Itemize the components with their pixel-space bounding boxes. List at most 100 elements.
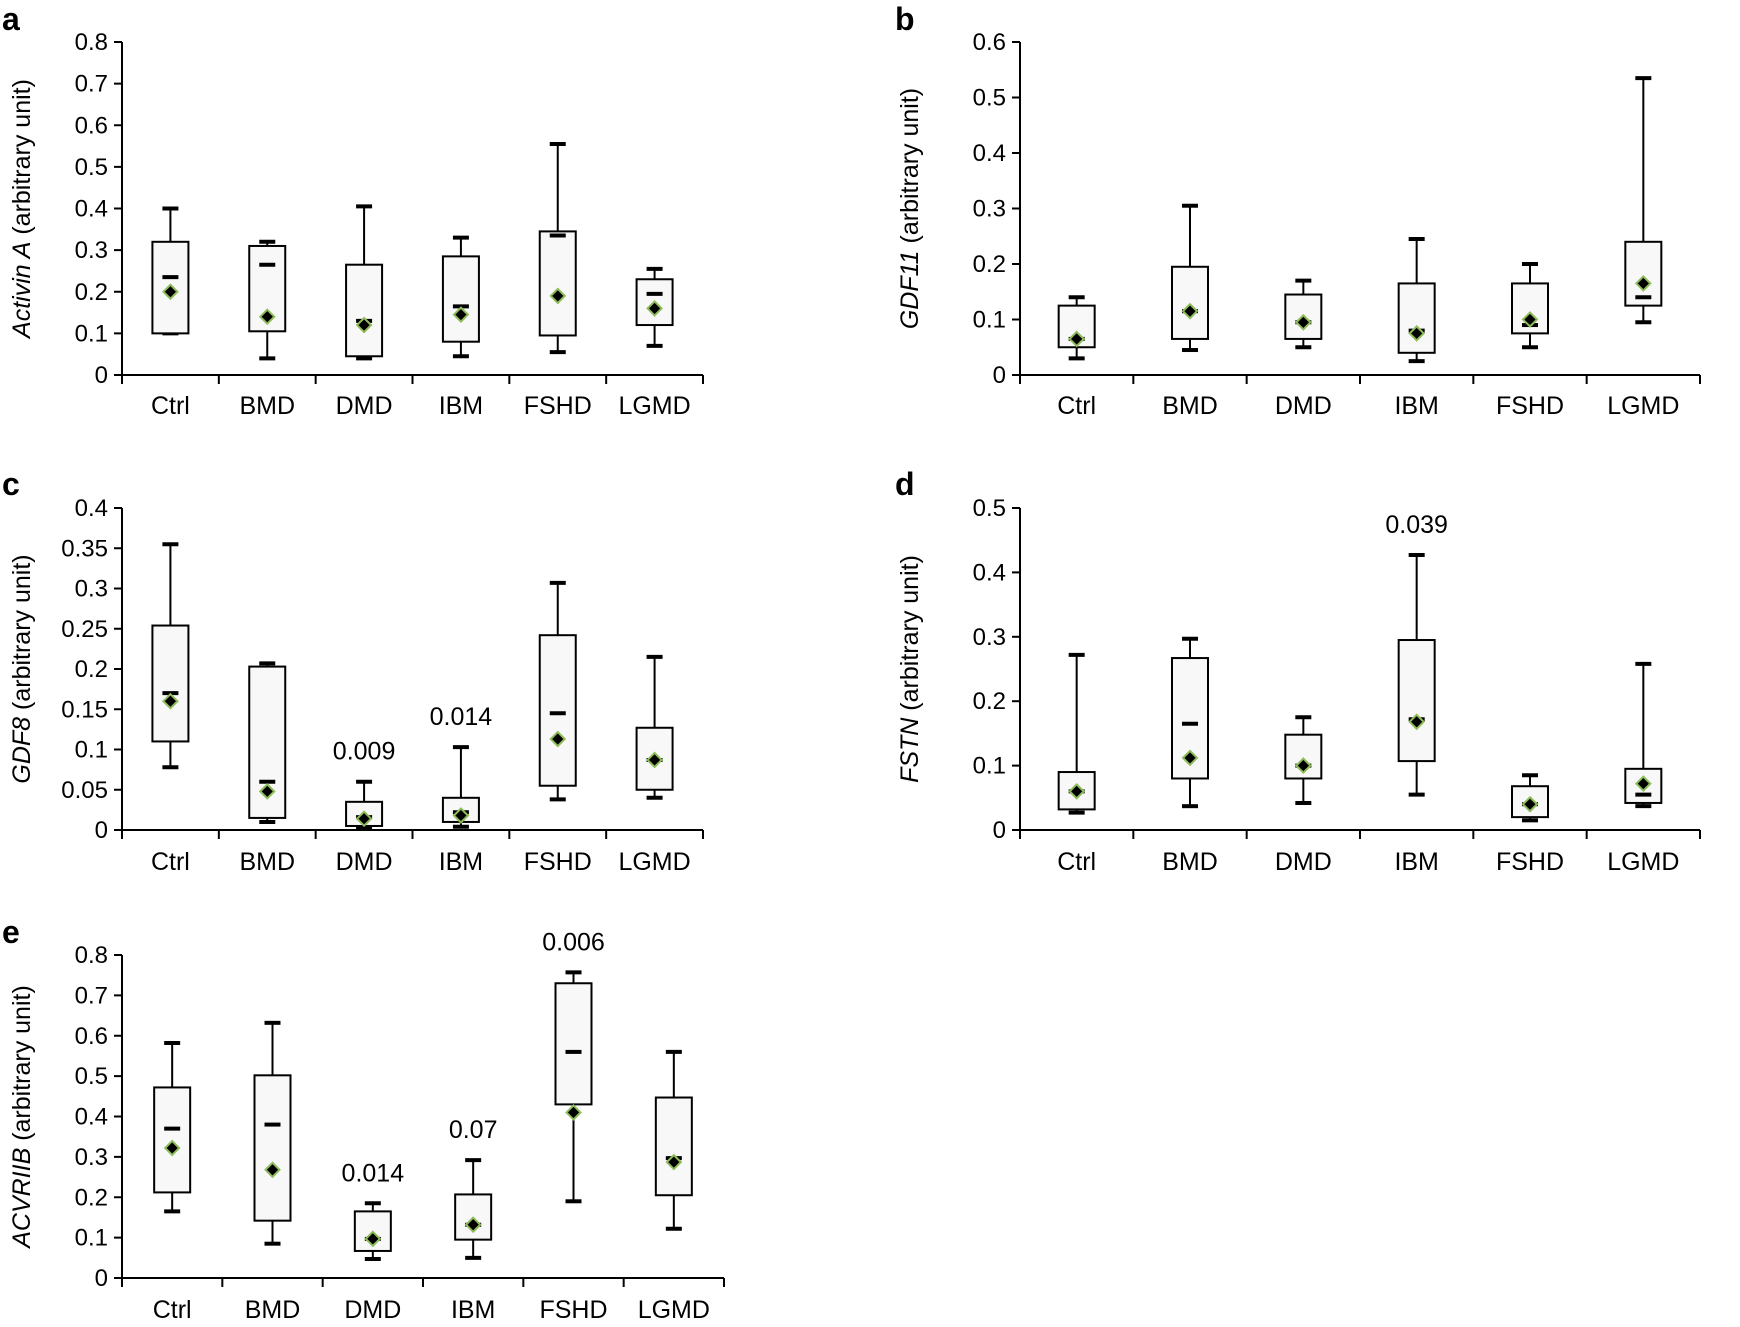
iqr-box bbox=[538, 230, 577, 337]
category-label: DMD bbox=[336, 848, 393, 876]
mean-marker bbox=[464, 1216, 482, 1234]
box-BMD bbox=[248, 661, 287, 824]
y-tick-label: 0.6 bbox=[75, 1023, 108, 1050]
y-tick-label: 0.4 bbox=[75, 495, 108, 522]
box-FSHD bbox=[538, 141, 577, 355]
y-tick-label: 0.35 bbox=[61, 535, 108, 562]
box-FSHD bbox=[538, 580, 577, 802]
y-axis-label: GDF11 (arbitrary unit) bbox=[896, 88, 924, 329]
y-axis-label: ACVRIIB (arbitrary unit) bbox=[8, 985, 36, 1250]
category-label: BMD bbox=[1162, 848, 1218, 876]
mean-marker bbox=[1068, 330, 1086, 348]
category-label: Ctrl bbox=[151, 848, 190, 876]
box-Ctrl bbox=[153, 1041, 192, 1214]
y-tick-label: 0 bbox=[95, 362, 108, 389]
y-tick-label: 0.3 bbox=[75, 237, 108, 264]
y-tick-label: 0 bbox=[95, 817, 108, 844]
box-FSHD bbox=[1511, 773, 1549, 823]
category-label: BMD bbox=[245, 1296, 301, 1324]
panel-letter: a bbox=[2, 1, 20, 37]
mean-marker bbox=[1634, 775, 1652, 793]
y-axis-gene-name: ACVRIIB bbox=[8, 1148, 36, 1250]
box-DMD bbox=[1284, 278, 1323, 350]
box-LGMD bbox=[635, 266, 674, 348]
category-label: LGMD bbox=[638, 1296, 710, 1324]
box-DMD bbox=[345, 779, 384, 831]
mean-marker bbox=[364, 1230, 382, 1248]
mean-marker bbox=[162, 692, 179, 710]
box-LGMD bbox=[635, 654, 674, 800]
category-label: BMD bbox=[1162, 392, 1218, 420]
y-axis-label: Activin A (arbitrary unit) bbox=[8, 79, 36, 340]
y-tick-label: 0.25 bbox=[61, 616, 108, 643]
category-label: LGMD bbox=[1607, 848, 1679, 876]
iqr-box bbox=[1397, 639, 1436, 763]
y-axis-unit: (arbitrary unit) bbox=[8, 985, 36, 1148]
iqr-box bbox=[554, 982, 593, 1106]
y-tick-label: 0.1 bbox=[973, 307, 1006, 334]
y-tick-label: 0 bbox=[95, 1265, 108, 1292]
mean-marker bbox=[646, 299, 663, 317]
y-tick-label: 0.05 bbox=[61, 777, 108, 804]
p-value-annotation: 0.014 bbox=[342, 1159, 405, 1187]
category-label: IBM bbox=[439, 848, 483, 876]
y-axis-gene-name: GDF11 bbox=[896, 250, 924, 329]
box-Ctrl bbox=[151, 206, 190, 336]
panel-d: d 0 0.1 0.2 0.3 0.4 0.5 FSTN (arbitrary unit) Ct… bbox=[895, 466, 1701, 876]
panel-b: b 0 0.1 0.2 0.3 0.4 0.5 0.6 GDF11 (arbitrary uni… bbox=[895, 1, 1701, 420]
box-DMD bbox=[345, 204, 384, 361]
panel-letter: c bbox=[2, 466, 20, 502]
box-IBM bbox=[441, 745, 480, 829]
y-tick-label: 0.1 bbox=[75, 1225, 108, 1252]
mean-marker bbox=[258, 782, 276, 800]
mean-marker bbox=[1068, 782, 1086, 800]
category-label: IBM bbox=[1394, 392, 1438, 420]
mean-marker bbox=[665, 1153, 683, 1171]
mean-marker bbox=[646, 751, 663, 769]
box-IBM bbox=[1397, 237, 1436, 364]
box-LGMD bbox=[1624, 76, 1663, 325]
mean-marker bbox=[258, 308, 276, 326]
y-tick-label: 0.6 bbox=[973, 29, 1006, 56]
panel-a: a 0 0.1 0.2 0.3 0.4 0.5 0.6 0.7 0.8 Activin A (arb… bbox=[2, 1, 704, 420]
panel-letter: b bbox=[895, 1, 915, 37]
y-axis-unit: (arbitrary unit) bbox=[8, 554, 36, 717]
category-label: FSHD bbox=[539, 1296, 607, 1324]
mean-marker bbox=[1181, 749, 1199, 767]
mean-marker bbox=[1521, 795, 1539, 813]
iqr-box bbox=[345, 263, 384, 358]
iqr-box bbox=[1397, 282, 1436, 354]
y-tick-label: 0.5 bbox=[973, 85, 1006, 112]
category-label: Ctrl bbox=[1057, 392, 1096, 420]
category-label: BMD bbox=[239, 392, 295, 420]
y-tick-label: 0.3 bbox=[973, 624, 1006, 651]
category-label: Ctrl bbox=[1057, 848, 1096, 876]
y-axis-gene-name: FSTN bbox=[896, 717, 924, 783]
category-label: DMD bbox=[1275, 392, 1332, 420]
y-tick-label: 0.2 bbox=[75, 1184, 108, 1211]
category-label: IBM bbox=[451, 1296, 495, 1324]
category-label: IBM bbox=[439, 392, 483, 420]
mean-marker bbox=[1408, 324, 1426, 342]
y-tick-label: 0.4 bbox=[75, 196, 108, 223]
mean-marker bbox=[565, 1104, 582, 1121]
category-label: FSHD bbox=[524, 848, 592, 876]
category-label: LGMD bbox=[618, 848, 690, 876]
category-label: FSHD bbox=[1496, 392, 1564, 420]
mean-marker bbox=[162, 283, 179, 301]
box-FSHD bbox=[554, 970, 593, 1204]
y-axis-gene-name: GDF8 bbox=[8, 717, 36, 784]
category-label: IBM bbox=[1394, 848, 1438, 876]
y-tick-label: 0.5 bbox=[75, 154, 108, 181]
y-tick-label: 0.5 bbox=[75, 1063, 108, 1090]
y-tick-label: 0.3 bbox=[75, 576, 108, 603]
iqr-box bbox=[151, 624, 190, 743]
iqr-box bbox=[654, 1096, 693, 1197]
box-IBM bbox=[1397, 553, 1436, 797]
y-tick-label: 0.1 bbox=[75, 320, 108, 347]
category-label: LGMD bbox=[1607, 392, 1679, 420]
category-label: Ctrl bbox=[151, 392, 190, 420]
box-BMD bbox=[253, 1020, 292, 1246]
y-axis-gene-name: Activin A bbox=[8, 242, 36, 340]
